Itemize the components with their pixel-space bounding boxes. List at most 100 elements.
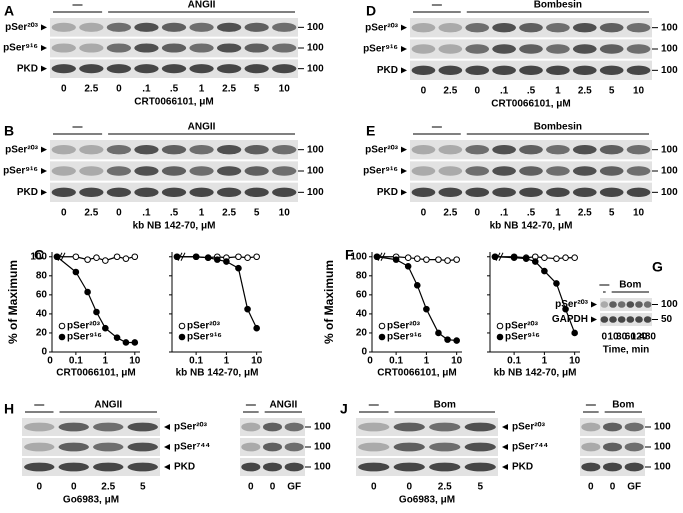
band — [546, 166, 570, 176]
lane-label: 480 — [639, 332, 656, 343]
arrow — [164, 424, 170, 430]
point — [491, 253, 499, 261]
band — [626, 187, 651, 198]
lane-label: 5 — [140, 482, 146, 493]
group-label: — — [73, 122, 83, 133]
band — [429, 422, 461, 432]
blot-strip — [22, 418, 160, 436]
band — [272, 22, 297, 32]
band — [617, 301, 626, 308]
x-label: Time, min — [603, 345, 650, 356]
band — [626, 301, 635, 308]
x-tick-label: 10 — [569, 356, 581, 367]
band — [134, 22, 159, 32]
point — [453, 256, 460, 263]
band — [79, 43, 104, 53]
band — [492, 187, 516, 198]
band — [79, 144, 104, 155]
band — [272, 187, 297, 198]
arrow — [591, 316, 597, 323]
band — [609, 316, 617, 323]
band — [438, 65, 463, 76]
lane-label: 10 — [279, 208, 291, 219]
band — [546, 22, 570, 33]
band — [643, 316, 652, 323]
blot-strip — [22, 438, 160, 456]
band — [24, 462, 55, 472]
point — [102, 324, 109, 332]
point — [93, 308, 100, 316]
row-label: pSer⁹¹⁶ — [363, 44, 398, 55]
band — [127, 442, 158, 452]
lane-label: 2.5 — [443, 208, 457, 219]
band — [429, 442, 461, 452]
band — [599, 187, 624, 198]
point — [244, 305, 251, 313]
band — [626, 65, 651, 76]
point — [571, 254, 578, 262]
band — [572, 44, 597, 54]
band — [519, 65, 543, 76]
group-label: — — [73, 0, 83, 11]
band — [465, 65, 490, 76]
band — [262, 422, 283, 432]
legend-marker — [496, 333, 504, 341]
blot-strip — [356, 458, 498, 476]
band — [492, 65, 516, 76]
band — [546, 187, 570, 198]
band — [189, 187, 214, 198]
group-label: — — [34, 400, 44, 411]
point — [213, 256, 221, 263]
band — [284, 462, 304, 472]
point — [173, 253, 181, 261]
band — [216, 43, 242, 53]
size-marker: 100 — [314, 442, 331, 453]
point — [541, 267, 548, 275]
point — [553, 280, 560, 287]
x-label: kb NB 142-70, μM — [494, 368, 577, 379]
band — [411, 22, 436, 33]
legend-marker — [58, 333, 66, 341]
band — [546, 65, 570, 76]
point — [72, 268, 80, 276]
band — [244, 144, 269, 155]
band — [244, 22, 269, 32]
point — [192, 253, 200, 261]
point — [235, 264, 242, 272]
band — [572, 65, 597, 76]
band — [244, 166, 269, 176]
lane-label: 0 — [421, 86, 427, 97]
band — [546, 144, 570, 155]
panel-letter: F — [345, 247, 354, 263]
row-label: pSer²⁰³ — [5, 144, 39, 155]
lane-label: GF — [287, 482, 301, 493]
band — [189, 64, 214, 74]
arrow — [401, 168, 407, 174]
y-tick-label: 60 — [36, 289, 48, 300]
lane-label: 0 — [474, 208, 480, 219]
band — [51, 166, 76, 176]
band — [262, 462, 283, 472]
group-label: ANGII — [188, 0, 216, 11]
y-tick-label: 80 — [36, 270, 48, 281]
band — [572, 187, 597, 198]
band — [134, 166, 159, 176]
band — [106, 166, 132, 176]
lane-label: GF — [627, 482, 641, 493]
lane-label: .1 — [142, 84, 151, 95]
band — [411, 187, 436, 198]
band — [244, 64, 269, 74]
row-label: pSer⁹¹⁶ — [3, 166, 38, 177]
band — [465, 22, 490, 33]
size-marker: 100 — [314, 422, 331, 433]
lane-label: 5 — [254, 208, 260, 219]
row-label: pSer²⁰³ — [365, 22, 399, 33]
lane-label: 2.5 — [101, 482, 115, 493]
band — [624, 442, 644, 452]
row-label: PKD — [377, 65, 398, 76]
row-label: pSer²⁰³ — [555, 299, 589, 310]
size-marker: 50 — [661, 314, 673, 325]
band — [626, 316, 635, 323]
point — [444, 336, 451, 343]
lane-label: 0 — [116, 208, 122, 219]
